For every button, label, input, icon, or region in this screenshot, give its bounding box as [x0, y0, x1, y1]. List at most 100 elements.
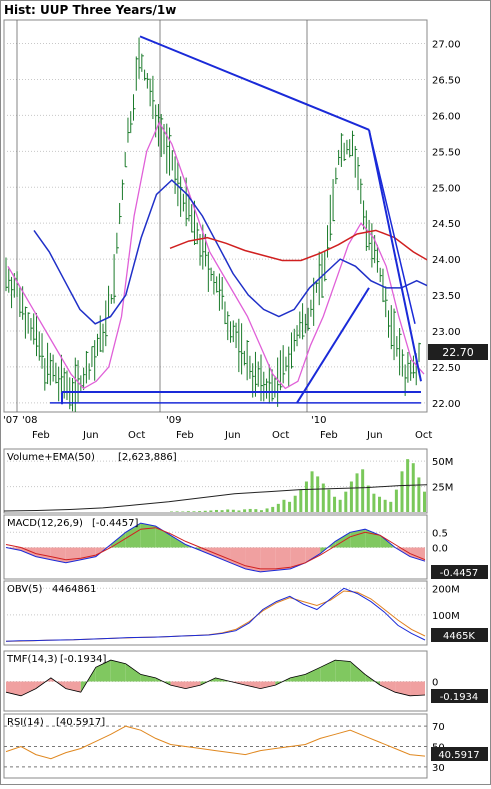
x-axis-label: Feb — [320, 430, 338, 441]
trendline-rising — [296, 287, 370, 404]
tmf-title: TMF(14,3) — [6, 654, 58, 665]
trendline-falling — [368, 129, 422, 382]
tmf-area-segment — [6, 681, 21, 696]
price-tick-label: 25.00 — [432, 183, 461, 194]
macd-line — [5, 522, 426, 573]
price-bars — [5, 37, 421, 412]
macd-hist-segment — [275, 547, 291, 571]
price-grid — [4, 20, 427, 412]
obv-axis: 200M 100M — [432, 584, 460, 622]
volume-bar — [175, 511, 179, 512]
macd-tick-label: 0.0 — [432, 544, 448, 555]
x-axis-label: Jun — [82, 430, 99, 441]
tmf-area-segment — [110, 660, 126, 682]
volume-bar — [282, 499, 286, 512]
volume-bar — [423, 491, 426, 512]
macd-value: [-0.4457] — [92, 518, 139, 529]
sma20-line — [7, 121, 425, 390]
obv-tick-label: 200M — [432, 584, 460, 595]
macd-hist-segment — [20, 547, 36, 557]
tmf-area-segment — [20, 681, 36, 696]
price-tick-label: 23.00 — [432, 327, 461, 338]
volume-bar — [400, 471, 404, 512]
price-tick-label: 22.50 — [432, 363, 461, 374]
x-axis-labels: '07 '08 Feb Jun Oct '09 Feb Jun Oct '10 Feb Jun Oct — [3, 415, 432, 441]
volume-bar — [394, 489, 398, 512]
volume-bar — [214, 509, 218, 512]
volume-bar — [203, 510, 207, 512]
volume-bar — [383, 499, 387, 512]
tmf-tick-label: 0 — [432, 678, 438, 689]
tmf-area-segment — [125, 663, 141, 682]
tmf-area-segment — [380, 681, 396, 693]
volume-bar — [389, 501, 393, 512]
price-lines — [7, 121, 427, 390]
x-axis-label: '10 — [311, 415, 326, 426]
volume-bar — [198, 511, 202, 512]
macd-signal-line — [5, 527, 426, 570]
volume-bar — [316, 476, 320, 512]
price-tick-label: 24.50 — [432, 219, 461, 230]
volume-bar — [333, 496, 337, 512]
tmf-area-segment — [350, 661, 366, 682]
tmf-area-segment — [245, 681, 261, 689]
macd-hist-segment — [170, 535, 186, 548]
macd-hist-segment — [155, 526, 171, 548]
tmf-area-segment — [170, 681, 186, 689]
obv-current-label: 4465K — [443, 631, 475, 642]
volume-bar — [344, 491, 348, 512]
price-panel: 27.00 26.50 26.00 25.50 25.00 24.50 24.00 23.50… — [3, 19, 488, 413]
x-axis-label: '08 — [22, 415, 37, 426]
macd-panel: MACD(12,26,9) [-0.4457] 0.5 0.0 -0.4457 — [3, 514, 488, 580]
volume-bar — [259, 510, 263, 512]
price-tick-label: 25.50 — [432, 147, 461, 158]
volume-bar — [265, 508, 269, 512]
volume-panel: Volume+EMA(50) [2,623,886] 50M 25M — [3, 448, 453, 514]
rsi-grid — [4, 725, 427, 768]
volume-bar — [293, 495, 297, 512]
volume-tick-label: 50M — [432, 457, 453, 468]
volume-ema-line — [4, 484, 427, 512]
tmf-area-segment — [410, 681, 425, 696]
x-axis-label: '07 — [3, 415, 18, 426]
volume-bar — [349, 481, 353, 512]
rsi-title: RSI(14) — [7, 717, 44, 728]
volume-value: [2,623,886] — [118, 452, 177, 463]
macd-tick-label: 0.5 — [432, 528, 448, 539]
volume-bar — [378, 496, 382, 512]
volume-bar — [355, 473, 359, 512]
volume-bar — [299, 489, 303, 512]
tmf-area-segment — [335, 660, 351, 682]
obv-line — [5, 587, 426, 642]
tmf-area-segment — [260, 681, 276, 689]
volume-bar — [170, 511, 173, 512]
macd-title: MACD(12,26,9) — [7, 518, 83, 529]
macd-hist-segment — [215, 547, 231, 563]
x-axis-label: Feb — [176, 430, 194, 441]
volume-bar — [231, 509, 235, 512]
macd-current-label: -0.4457 — [440, 568, 479, 579]
volume-bar — [411, 463, 415, 512]
volume-bar — [310, 471, 314, 512]
x-axis-label: Jun — [366, 430, 383, 441]
volume-tick-label: 25M — [432, 483, 453, 494]
chart-title: Hist: UUP Three Years/1w — [4, 3, 176, 17]
volume-bar — [226, 509, 230, 512]
rsi-tick-label: 30 — [432, 763, 445, 774]
obv-tick-label: 100M — [432, 611, 460, 622]
x-axis-label: Oct — [415, 430, 432, 441]
volume-bar — [304, 481, 308, 512]
volume-bar — [186, 511, 190, 512]
rsi-panel: RSI(14) [40.5917] 705030 40.5917 — [3, 713, 488, 779]
tmf-line — [5, 659, 426, 697]
trendline-top — [139, 35, 370, 131]
tmf-panel: TMF(14,3) [-0.1934] 0 -0.1934 — [3, 650, 488, 712]
volume-bar — [271, 506, 275, 512]
price-tick-label: 24.00 — [432, 255, 461, 266]
macd-hist-segment — [140, 523, 156, 548]
volume-bars — [170, 459, 426, 512]
volume-bar — [209, 510, 213, 512]
volume-bar — [276, 503, 280, 512]
volume-bar — [192, 511, 196, 512]
